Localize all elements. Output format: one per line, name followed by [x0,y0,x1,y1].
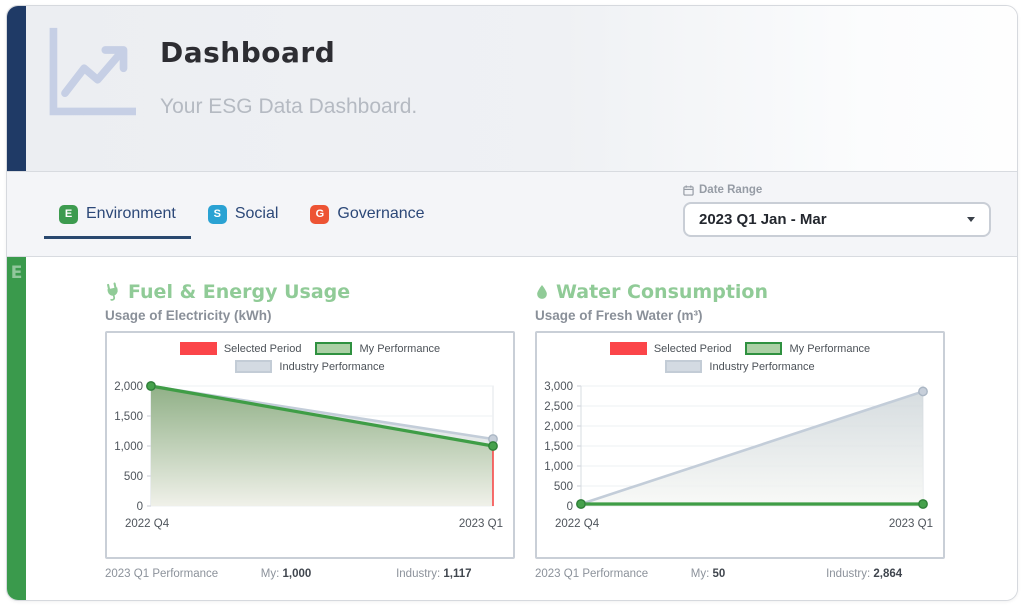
tab-label: Environment [86,205,176,222]
y-axis-label: 2,000 [114,381,143,393]
series-area [151,386,493,506]
tab-social[interactable]: S Social [192,172,295,256]
card-title: Water Consumption [535,281,945,303]
chart-legend: Selected Period My Performance Industry Pe… [537,342,943,373]
water-drop-icon [535,283,549,301]
data-point [488,441,498,451]
chart-container: Selected Period My Performance Industry Pe… [535,331,945,559]
y-axis-label: 3,000 [544,381,573,393]
tab-label: Governance [337,205,425,222]
legend-item[interactable]: Industry Performance [235,360,385,373]
legend-swatch [179,342,217,355]
performance-period-label: 2023 Q1 Performance [105,568,219,580]
x-axis-label: 2023 Q1 [459,518,503,530]
legend-item[interactable]: Industry Performance [665,360,815,373]
chevron-down-icon [967,217,975,222]
fuel-energy-card: Fuel & Energy Usage Usage of Electricity… [105,281,515,600]
header-accent-bar [7,6,26,171]
chart-legend: Selected Period My Performance Industry Pe… [107,342,513,373]
legend-label: Industry Performance [279,360,385,373]
my-value: My: 1,000 [260,568,312,580]
chart-plot: 0 500 1,000 1,500 2,000 2,500 3,000 2022 Q4 2023… [544,381,933,530]
tab-environment[interactable]: E Environment [43,172,192,256]
legend-item[interactable]: Selected Period [179,342,302,355]
industry-value: Industry: 2,864 [826,568,903,580]
y-axis-label: 1,500 [544,441,573,453]
date-range-value: 2023 Q1 Jan - Mar [699,211,827,228]
tab-badge: S [207,204,227,224]
x-axis-label: 2022 Q4 [555,518,600,530]
y-axis-label: 1,500 [114,411,143,423]
series-line [579,390,925,506]
section-letter: E [10,263,23,283]
y-axis-label: 1,000 [114,441,143,453]
date-range-label: Date Range [699,184,763,196]
legend-item[interactable]: My Performance [745,342,870,355]
y-axis-label: 0 [567,501,573,513]
x-axis-label: 2023 Q1 [889,518,933,530]
performance-period-label: 2023 Q1 Performance [535,568,649,580]
y-axis-label: 2,500 [544,401,573,413]
header-text: Dashboard Your ESG Data Dashboard. [160,36,418,171]
legend-item[interactable]: My Performance [315,342,440,355]
data-point [146,381,156,391]
cards-row: Fuel & Energy Usage Usage of Electricity… [26,257,945,600]
tab-badge: E [59,204,78,224]
legend-swatch [315,342,353,355]
page-subtitle: Your ESG Data Dashboard. [160,94,418,118]
y-axis-label: 0 [137,501,143,513]
legend-label: My Performance [359,342,441,355]
content-area: E Fuel & Energy Usage Usage of Electrici… [7,257,1017,600]
page-title: Dashboard [160,36,336,69]
legend-label: Selected Period [653,342,732,355]
card-title-text: Fuel & Energy Usage [128,281,351,303]
y-axis-label: 500 [124,471,143,483]
card-footer: 2023 Q1 Performance My: 50 Industry: 2,8… [535,568,945,580]
data-point [918,386,928,397]
x-axis-label: 2022 Q4 [125,518,170,530]
legend-label: Selected Period [223,342,302,355]
environment-section-bar: E [7,257,26,600]
header: Dashboard Your ESG Data Dashboard. [7,6,1017,172]
water-card: Water Consumption Usage of Fresh Water (… [535,281,945,600]
tab-badge: G [310,204,330,224]
y-axis-label: 500 [554,481,573,493]
card-subtitle: Usage of Fresh Water (m³) [535,308,703,323]
data-point [918,499,928,509]
calendar-icon [683,184,694,196]
y-axis-label: 1,000 [544,461,573,473]
plug-icon [103,282,122,303]
date-range-label-row: Date Range [683,184,991,196]
card-title: Fuel & Energy Usage [105,281,515,303]
tab-governance[interactable]: G Governance [294,172,440,256]
legend-swatch [665,360,703,373]
chart-container: Selected Period My Performance Industry Pe… [105,331,515,559]
data-point [576,499,586,509]
legend-item[interactable]: Selected Period [609,342,732,355]
tab-label: Social [234,205,279,222]
app-window: Dashboard Your ESG Data Dashboard. E Env… [6,5,1018,601]
legend-label: Industry Performance [709,360,815,373]
my-value: My: 50 [690,568,726,580]
legend-swatch [609,342,647,355]
chart-plot: 0 500 1,000 1,500 2,000 2022 Q4 2023 Q1 [114,381,503,530]
card-subtitle: Usage of Electricity (kWh) [105,308,272,323]
series-line [149,384,495,448]
line-chart-icon [40,26,138,171]
legend-label: My Performance [789,342,871,355]
legend-swatch [235,360,273,373]
legend-swatch [745,342,783,355]
card-footer: 2023 Q1 Performance My: 1,000 Industry: … [105,568,515,580]
y-axis-label: 2,000 [544,421,573,433]
card-title-text: Water Consumption [556,281,768,303]
date-range-select[interactable]: 2023 Q1 Jan - Mar [683,202,991,237]
date-range: Date Range 2023 Q1 Jan - Mar [683,184,991,237]
industry-value: Industry: 1,117 [396,568,472,580]
tab-bar: E Environment S Social G Governance [7,172,1017,257]
